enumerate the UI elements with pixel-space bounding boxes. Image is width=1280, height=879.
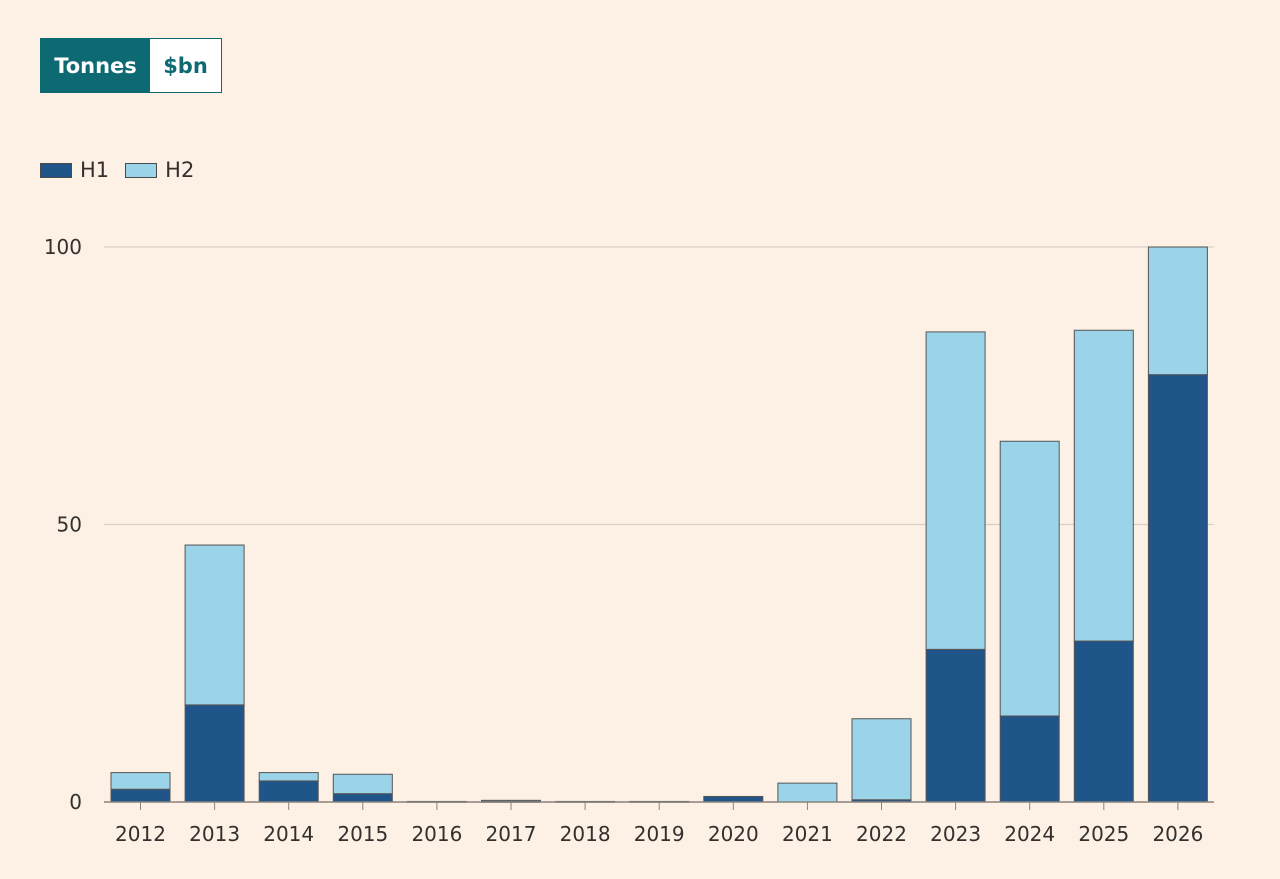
bar-h2-2013 xyxy=(184,544,245,706)
bar-h2-2022 xyxy=(851,718,912,801)
x-tick-label-2023: 2023 xyxy=(930,822,981,846)
bar-h1-2026 xyxy=(1147,374,1208,803)
bar-h2-2025 xyxy=(1073,329,1134,642)
x-tick-label-2013: 2013 xyxy=(189,822,240,846)
bar-h2-2021 xyxy=(777,782,838,803)
legend-label-h1: H1 xyxy=(80,158,110,182)
bar-h1-2013 xyxy=(184,704,245,803)
bar-h1-2020 xyxy=(703,795,764,803)
x-tick-label-2017: 2017 xyxy=(486,822,537,846)
x-tick-label-2019: 2019 xyxy=(634,822,685,846)
x-tick-label-2014: 2014 xyxy=(263,822,314,846)
bar-h2-2015 xyxy=(332,773,393,795)
bar-h2-2014 xyxy=(258,772,319,782)
legend-swatch-h2 xyxy=(125,162,158,178)
y-tick-label-0: 0 xyxy=(69,790,82,814)
legend-label-h2: H2 xyxy=(165,158,195,182)
x-tick-label-2021: 2021 xyxy=(782,822,833,846)
bar-h1-2014 xyxy=(258,780,319,803)
legend-swatch-h1 xyxy=(40,162,72,178)
bar-h1-2023 xyxy=(925,648,986,803)
bar-h1-2015 xyxy=(332,793,393,803)
x-tick-label-2018: 2018 xyxy=(560,822,611,846)
bar-h2-2012 xyxy=(110,772,171,790)
x-tick-label-2016: 2016 xyxy=(411,822,462,846)
x-tick-label-2020: 2020 xyxy=(708,822,759,846)
y-tick-label-100: 100 xyxy=(44,235,82,259)
toggle-usd-bn-button[interactable]: $bn xyxy=(150,39,221,92)
bar-h1-2025 xyxy=(1073,640,1134,803)
unit-toggle: Tonnes $bn xyxy=(40,38,222,93)
toggle-tonnes-button[interactable]: Tonnes xyxy=(41,39,150,92)
bar-h1-2024 xyxy=(999,715,1060,803)
x-tick-label-2025: 2025 xyxy=(1078,822,1129,846)
x-tick-label-2026: 2026 xyxy=(1152,822,1203,846)
bar-h2-2024 xyxy=(999,440,1060,717)
legend-item-h1: H1 xyxy=(40,158,109,182)
y-tick-label-50: 50 xyxy=(57,513,82,537)
x-tick-label-2024: 2024 xyxy=(1004,822,1055,846)
chart-legend: H1 H2 xyxy=(40,158,210,182)
x-tick-label-2022: 2022 xyxy=(856,822,907,846)
legend-item-h2: H2 xyxy=(125,158,194,182)
bar-h1-2012 xyxy=(110,788,171,803)
x-tick-label-2015: 2015 xyxy=(337,822,388,846)
bar-h2-2023 xyxy=(925,331,986,650)
bar-h2-2026 xyxy=(1147,246,1208,376)
x-tick-label-2012: 2012 xyxy=(115,822,166,846)
